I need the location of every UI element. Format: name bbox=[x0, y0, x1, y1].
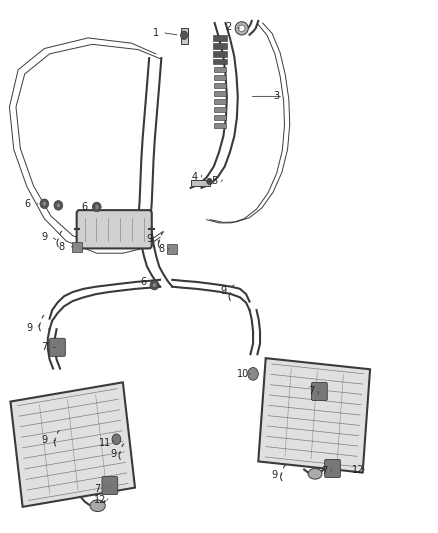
Text: 8: 8 bbox=[158, 244, 164, 254]
Text: 6: 6 bbox=[25, 199, 31, 209]
Polygon shape bbox=[258, 358, 370, 473]
FancyBboxPatch shape bbox=[49, 338, 65, 357]
Bar bbox=[214, 67, 226, 72]
Text: 4: 4 bbox=[192, 172, 198, 182]
Circle shape bbox=[112, 434, 121, 445]
Text: 7: 7 bbox=[95, 484, 101, 494]
Ellipse shape bbox=[308, 469, 322, 479]
Text: 5: 5 bbox=[212, 176, 218, 187]
Bar bbox=[214, 107, 226, 112]
Text: 9: 9 bbox=[41, 232, 47, 242]
Text: 9: 9 bbox=[146, 234, 152, 244]
FancyBboxPatch shape bbox=[77, 210, 152, 248]
FancyBboxPatch shape bbox=[102, 477, 118, 495]
Bar bbox=[213, 35, 227, 41]
Circle shape bbox=[207, 178, 212, 184]
Ellipse shape bbox=[235, 22, 248, 35]
Ellipse shape bbox=[150, 280, 159, 290]
Text: 6: 6 bbox=[140, 278, 146, 287]
Ellipse shape bbox=[56, 203, 60, 208]
Text: 3: 3 bbox=[274, 91, 280, 101]
Bar bbox=[214, 75, 226, 80]
Text: 9: 9 bbox=[220, 286, 226, 296]
Circle shape bbox=[180, 31, 187, 39]
Ellipse shape bbox=[90, 500, 105, 512]
Text: 9: 9 bbox=[41, 435, 47, 446]
Ellipse shape bbox=[54, 200, 63, 210]
Bar bbox=[213, 59, 227, 64]
Bar bbox=[72, 241, 82, 252]
Ellipse shape bbox=[152, 282, 156, 287]
Ellipse shape bbox=[92, 202, 101, 212]
Text: 7: 7 bbox=[41, 342, 47, 352]
Ellipse shape bbox=[95, 205, 99, 209]
Ellipse shape bbox=[42, 201, 46, 206]
Bar bbox=[214, 123, 226, 128]
Text: 9: 9 bbox=[26, 322, 32, 333]
Text: 10: 10 bbox=[237, 369, 249, 379]
Polygon shape bbox=[11, 382, 135, 507]
FancyBboxPatch shape bbox=[311, 382, 327, 400]
Ellipse shape bbox=[238, 25, 245, 31]
Bar bbox=[214, 91, 226, 96]
Bar bbox=[214, 115, 226, 120]
Text: 2: 2 bbox=[226, 22, 232, 33]
Bar bbox=[213, 51, 227, 56]
Circle shape bbox=[248, 368, 258, 380]
Text: 12: 12 bbox=[352, 465, 364, 474]
Bar bbox=[214, 99, 226, 104]
Text: 8: 8 bbox=[59, 242, 65, 252]
Text: 7: 7 bbox=[308, 386, 314, 397]
Text: 1: 1 bbox=[152, 28, 159, 38]
FancyBboxPatch shape bbox=[325, 459, 340, 478]
Text: 11: 11 bbox=[99, 438, 111, 448]
Text: 9: 9 bbox=[110, 449, 117, 458]
Text: 9: 9 bbox=[272, 470, 278, 480]
Text: 7: 7 bbox=[321, 466, 328, 476]
Bar bbox=[213, 43, 227, 49]
Text: 6: 6 bbox=[81, 202, 88, 212]
Bar bbox=[214, 83, 226, 88]
Bar bbox=[166, 244, 177, 254]
Ellipse shape bbox=[40, 199, 49, 208]
Text: 12: 12 bbox=[94, 495, 106, 505]
Polygon shape bbox=[180, 28, 187, 44]
Bar bbox=[191, 180, 210, 185]
